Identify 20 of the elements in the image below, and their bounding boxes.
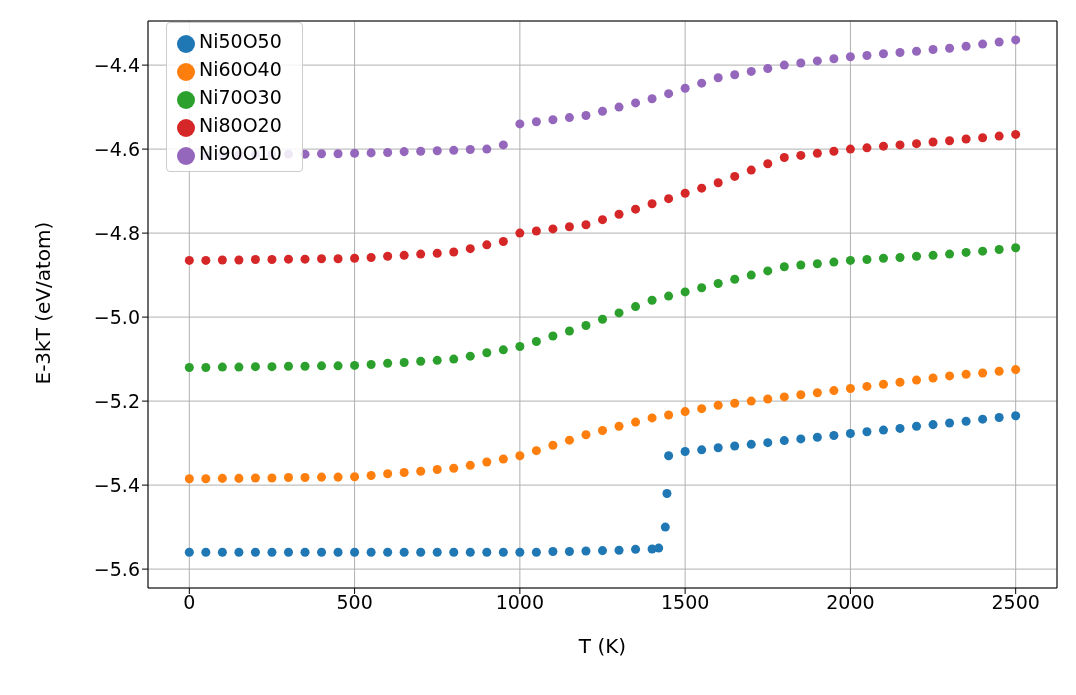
x-axis-title: T (K) <box>577 634 627 658</box>
legend-label: Ni70O30 <box>199 86 282 108</box>
x-tick-label: 0 <box>183 591 196 614</box>
y-tick-label: −5.0 <box>93 305 140 328</box>
y-tick-label: −4.8 <box>93 221 140 244</box>
legend-label: Ni50O50 <box>199 30 282 52</box>
legend-label: Ni90O10 <box>199 142 282 164</box>
x-tick-label: 500 <box>336 591 373 614</box>
y-axis-title: E-3kT (eV/atom) <box>31 221 56 385</box>
y-tick-label: −4.4 <box>93 53 140 76</box>
x-tick-label: 1500 <box>660 591 710 614</box>
y-tick-label: −4.6 <box>93 137 140 160</box>
legend-label: Ni80O20 <box>199 114 282 136</box>
legend-label: Ni60O40 <box>199 58 282 80</box>
x-tick-label: 2000 <box>826 591 875 614</box>
x-tick-label: 1000 <box>495 591 545 614</box>
y-tick-label: −5.2 <box>93 389 140 412</box>
x-tick-label: 2500 <box>991 591 1040 614</box>
y-tick-label: −5.6 <box>93 557 140 580</box>
y-tick-label: −5.4 <box>93 473 140 496</box>
